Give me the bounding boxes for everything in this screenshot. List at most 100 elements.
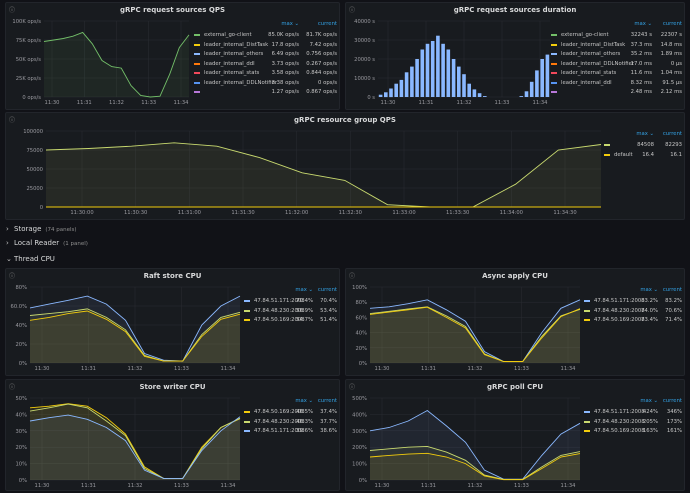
series-area-fill (30, 415, 240, 480)
y-tick-label: 75K ops/s (16, 38, 42, 44)
duration-bar (404, 72, 409, 97)
legend-header-max[interactable]: max ⌄ (295, 398, 313, 404)
legend-item[interactable]: 47.84.48.230:2008 46.3% 37.7% (244, 418, 337, 426)
legend-item[interactable]: 47.84.51.171:2008 424% 346% (584, 408, 682, 416)
y-tick-label: 20% (15, 342, 27, 348)
legend-item[interactable]: 47.84.48.230:2008 205% 173% (584, 418, 682, 426)
legend-header-max[interactable]: max ⌄ (281, 21, 299, 27)
row-panel-count: (74 panels) (45, 227, 77, 233)
legend-header-max[interactable]: max ⌄ (634, 21, 652, 27)
legend-item[interactable]: 2.48 ms 2.12 ms (551, 88, 682, 96)
y-tick-label: 10000 s (354, 76, 375, 82)
row-thread-cpu[interactable]: ⌄ Thread CPU (0, 253, 690, 266)
panel-info-icon[interactable]: ⓘ (349, 384, 356, 391)
legend-header-current[interactable]: current (662, 398, 682, 404)
panel-grpc-request-sources-duration[interactable]: ⓘ gRPC request sources duration 40000 s 3… (345, 2, 685, 110)
panel-info-icon[interactable]: ⓘ (9, 384, 16, 391)
legend-item[interactable]: 47.84.51.171:2008 83.2% 83.2% (584, 297, 682, 305)
legend-item[interactable]: external_go-client 32243 s 22307 s (551, 31, 682, 39)
legend-header-current[interactable]: current (662, 287, 682, 293)
legend-max-value: 84508 (637, 142, 654, 148)
legend-current-value: 346% (666, 409, 682, 415)
legend-item[interactable]: 47.84.48.230:2008 56.9% 53.4% (244, 307, 337, 315)
legend-series-name: external_go-client (561, 32, 609, 38)
legend-item[interactable]: external_go-client 85.0K ops/s 81.7K ops/s (194, 31, 337, 39)
row-storage[interactable]: › Storage (74 panels) (0, 223, 690, 236)
legend-header-current[interactable]: current (317, 398, 337, 404)
panel-grpc-resource-group-qps[interactable]: ⓘ gRPC resource group QPS 100000 75000 500… (5, 112, 685, 220)
legend-header-max[interactable]: max ⌄ (640, 398, 658, 404)
row-title: Local Reader (14, 239, 60, 247)
legend-item[interactable]: 47.84.51.171:2008 70.4% 70.4% (244, 297, 337, 305)
legend-item[interactable]: 47.84.50.169:2008 163% 161% (584, 427, 682, 435)
x-tick-label: 11:31 (81, 483, 96, 489)
panel-grpc-poll-cpu[interactable]: ⓘ gRPC poll CPU 500% 400% 300% 200% 100% 0% 11… (345, 379, 685, 491)
legend-swatch (551, 53, 557, 55)
legend-max-value: 16.4 (642, 151, 654, 158)
legend-item[interactable]: leader_internal_stats 11.6 ms 1.04 ms (551, 69, 682, 77)
series-area-fill (370, 446, 580, 480)
duration-bar (410, 66, 414, 97)
legend-item[interactable]: 47.84.51.171:2008 39.6% 38.6% (244, 427, 337, 435)
legend-item[interactable]: leader_internal_stats 3.58 ops/s 0.844 ops… (194, 69, 337, 77)
series-line (29, 403, 241, 479)
duration-bar (394, 83, 398, 97)
legend-header-max[interactable]: max ⌄ (636, 131, 654, 137)
legend-item[interactable]: leader_internal_DDLNotifier 3.38 ops/s 0 o… (194, 79, 337, 87)
legend-header-max[interactable]: max ⌄ (295, 287, 313, 293)
legend-item[interactable]: 84508 82293 (604, 141, 682, 149)
y-tick-label: 200% (352, 445, 367, 451)
legend-item[interactable]: leader_internal_ddl 8.32 ms 91.5 µs (551, 79, 682, 87)
panel-title: gRPC resource group QPS (294, 116, 396, 124)
legend-item[interactable]: leader_internal_others 35.2 ms 1.89 ms (551, 50, 682, 58)
legend-item[interactable]: leader_internal_DistTask 17.8 ops/s 7.42 o… (194, 41, 337, 49)
panel-raft-store-cpu[interactable]: ⓘ Raft store CPU 80% 60.0% 40% 20% 0% 11:30 11… (5, 268, 340, 376)
series-line (369, 306, 581, 362)
legend-current-value: 38.6% (320, 428, 337, 434)
legend-header-current[interactable]: current (317, 287, 337, 293)
series-area-fill (30, 308, 240, 363)
legend-item[interactable]: 47.84.50.169:2008 54.7% 51.4% (244, 316, 337, 324)
panel-info-icon[interactable]: ⓘ (9, 273, 16, 280)
legend-item[interactable]: 47.84.48.230:2008 74.0% 70.6% (584, 307, 682, 315)
panel-title: gRPC poll CPU (486, 383, 544, 391)
legend-item[interactable]: 47.84.50.169:2008 73.4% 71.4% (584, 316, 682, 324)
legend-header-current[interactable]: current (317, 21, 337, 27)
legend-item[interactable]: leader_internal_ddl 3.73 ops/s 0.267 ops/s (194, 60, 337, 68)
panel-title: Raft store CPU (143, 272, 202, 280)
legend-current-value: 71.4% (665, 317, 682, 323)
legend-item[interactable]: 1.27 ops/s 0.867 ops/s (194, 88, 337, 96)
panel-info-icon[interactable]: ⓘ (9, 117, 16, 124)
y-tick-label: 80% (15, 285, 27, 291)
legend-header-current[interactable]: current (662, 131, 682, 137)
row-local-reader[interactable]: › Local Reader (1 panel) (0, 237, 690, 250)
panel-store-writer-cpu[interactable]: ⓘ Store writer CPU 50% 40% 30% 20% 10% 0% 11:3… (5, 379, 340, 491)
legend-swatch (551, 43, 557, 46)
panel-grpc-request-sources-qps[interactable]: ⓘ gRPC request sources QPS 100K ops/s 75K… (5, 2, 340, 110)
y-tick-label: 300% (352, 429, 367, 435)
x-tick-label: 11:30:00 (70, 210, 93, 216)
panel-info-icon[interactable]: ⓘ (9, 7, 16, 14)
legend-item[interactable]: leader_internal_DistTask 37.3 ms 14.8 ms (551, 41, 682, 49)
panel-info-icon[interactable]: ⓘ (349, 273, 356, 280)
legend-item[interactable]: leader_internal_DDLNotifier 17.0 ms 0 µs (551, 60, 682, 68)
y-tick-label: 100K ops/s (12, 19, 41, 25)
y-tick-label: 40% (355, 331, 367, 337)
legend-max-value: 56.9% (296, 307, 313, 314)
panel-info-icon[interactable]: ⓘ (349, 7, 356, 14)
legend-item[interactable]: default 16.4 16.1 (604, 151, 682, 159)
panel-async-apply-cpu[interactable]: ⓘ Async apply CPU 100% 80% 60% 40% 20% 0% 11:3… (345, 268, 685, 376)
y-tick-label: 20% (15, 445, 27, 451)
legend-swatch (584, 300, 590, 302)
legend-item[interactable]: leader_internal_others 6.49 ops/s 0.756 op… (194, 50, 337, 58)
y-tick-label: 60% (355, 315, 367, 321)
legend-current-value: 0.867 ops/s (306, 89, 337, 95)
legend-item[interactable]: 47.84.50.169:2008 46.5% 37.4% (244, 408, 337, 416)
legend-series-name: 47.84.48.230:2008 (254, 307, 305, 314)
x-tick-label: 11:31:30 (231, 210, 254, 216)
x-tick-label: 11:30 (35, 366, 50, 372)
legend-swatch (551, 72, 557, 74)
legend-header-current[interactable]: current (662, 21, 682, 27)
x-tick-label: 11:32:00 (285, 210, 308, 216)
legend-header-max[interactable]: max ⌄ (640, 287, 658, 293)
